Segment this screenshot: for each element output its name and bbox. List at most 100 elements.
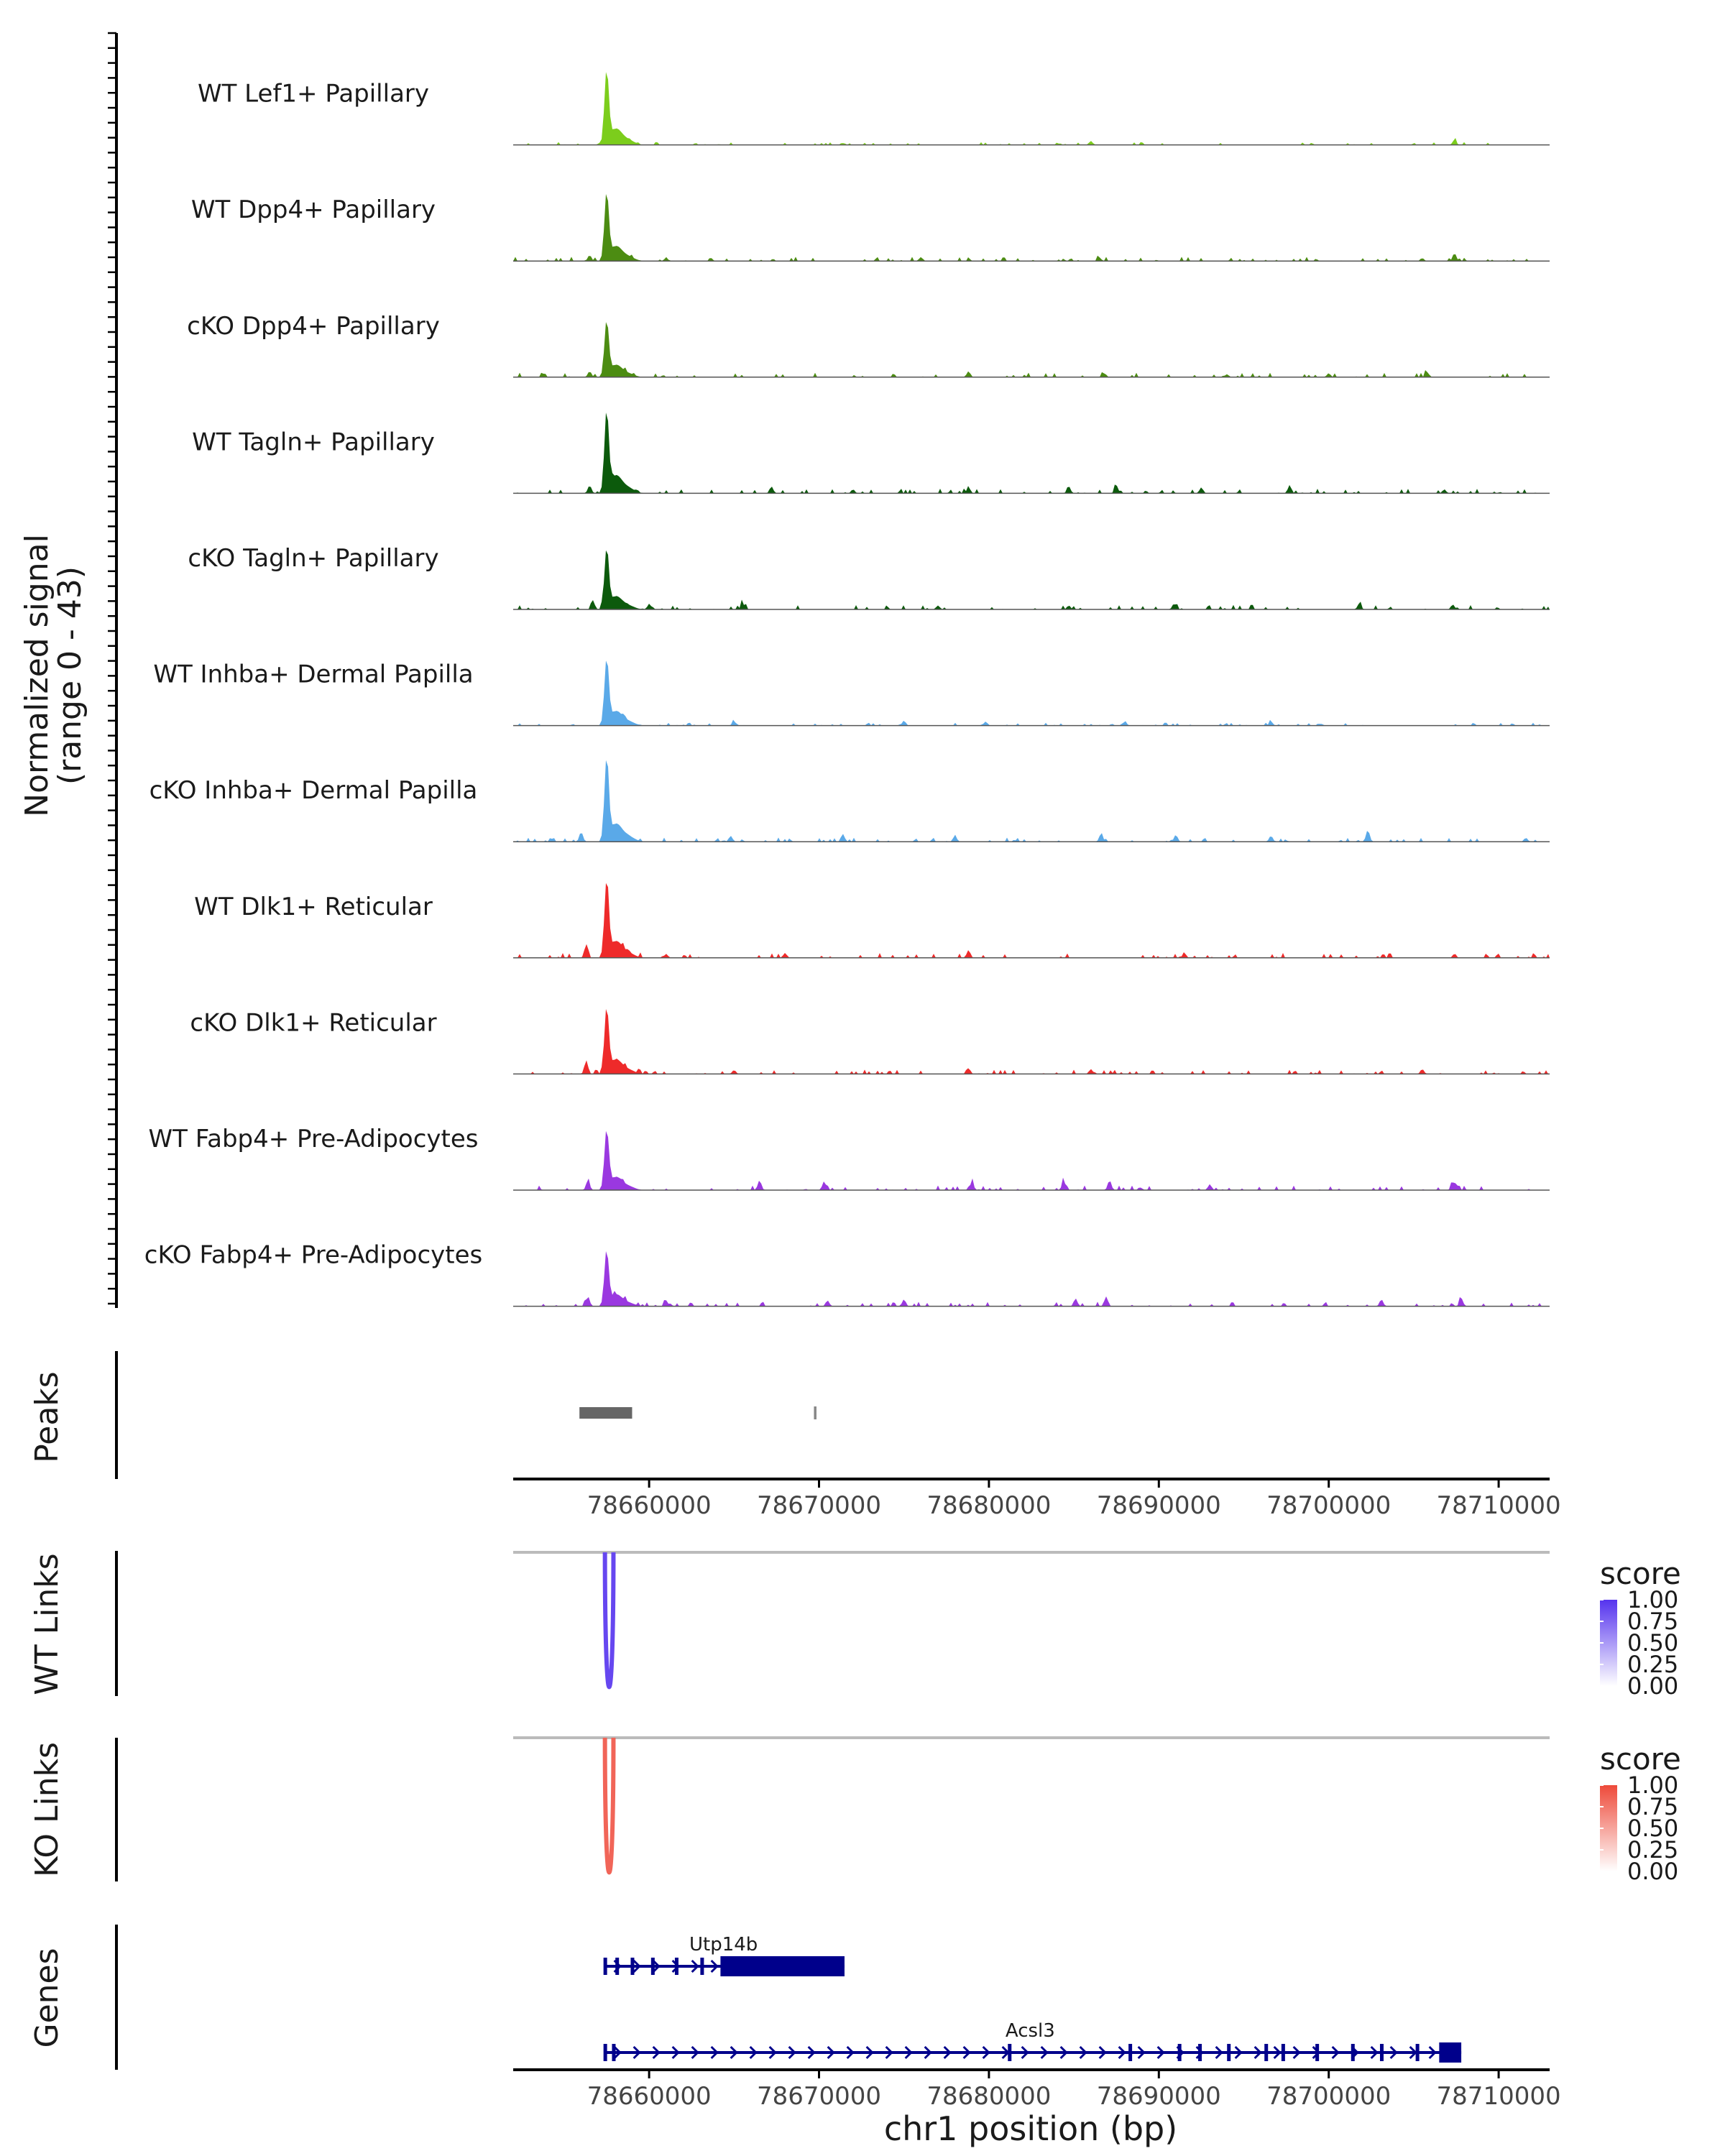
axis-tick-label: 78700000 <box>1266 2082 1391 2111</box>
peaks-panel-label: Peaks <box>29 1371 65 1462</box>
gene-exon <box>674 1958 678 1975</box>
strand-arrow <box>1040 2045 1049 2060</box>
strand-arrow <box>846 2045 855 2060</box>
gene-exon <box>630 1958 635 1975</box>
coverage-track: WT Tagln+ Papillary <box>192 413 1550 494</box>
track-label: cKO Inhba+ Dermal Papilla <box>150 776 478 805</box>
gene-exon <box>1351 2044 1355 2061</box>
gene-exon <box>1281 2044 1285 2061</box>
gene-exon <box>1315 2044 1320 2061</box>
peak-interval <box>814 1406 816 1419</box>
strand-arrow <box>1079 2045 1087 2060</box>
legend-value: 0.75 <box>1627 1793 1678 1820</box>
coverage-ylabel-line1: Normalized signal <box>19 534 55 817</box>
coverage-area <box>513 72 1550 145</box>
strand-arrow <box>710 2045 719 2060</box>
strand-arrow <box>632 1959 641 1973</box>
track-label: WT Tagln+ Papillary <box>192 428 435 456</box>
strand-arrow <box>1273 2045 1282 2060</box>
axis-tick-label: 78660000 <box>587 1491 712 1520</box>
strand-arrow <box>632 2045 641 2060</box>
axis-tick-label: 78710000 <box>1437 2082 1561 2111</box>
axis-tick-label: 78700000 <box>1266 1491 1391 1520</box>
strand-arrow <box>1234 2045 1243 2060</box>
gene-exon <box>1128 2044 1133 2061</box>
strand-arrow <box>807 2045 816 2060</box>
coverage-track: cKO Tagln+ Papillary <box>188 544 1550 610</box>
gene-coding-block <box>720 1956 845 1976</box>
strand-arrow <box>1389 2045 1398 2060</box>
axis-tick-label: 78670000 <box>757 2082 881 2111</box>
legend-value: 0.50 <box>1627 1815 1678 1842</box>
coverage-track: WT Inhba+ Dermal Papilla <box>153 660 1550 727</box>
coverage-track: cKO Inhba+ Dermal Papilla <box>150 760 1550 842</box>
strand-arrow <box>1021 2045 1029 2060</box>
coverage-area <box>513 550 1550 609</box>
strand-arrow <box>865 2045 874 2060</box>
link-arc <box>602 1737 616 1875</box>
track-label: WT Inhba+ Dermal Papilla <box>153 660 473 689</box>
axis-tick-label: 78690000 <box>1097 2082 1221 2111</box>
strand-arrow <box>1331 2045 1340 2060</box>
gene-label: Acsl3 <box>1006 2020 1055 2042</box>
axis-tick-label: 78680000 <box>926 1491 1051 1520</box>
genes-panel-label: Genes <box>29 1948 65 2047</box>
gene-label: Utp14b <box>689 1934 758 1955</box>
peak-interval <box>579 1407 632 1419</box>
gene-model: Utp14b <box>603 1934 845 1976</box>
strand-arrow <box>1098 2045 1107 2060</box>
gene-exon <box>603 2044 607 2061</box>
strand-arrow <box>1118 2045 1126 2060</box>
coverage-area <box>513 760 1550 842</box>
strand-arrow <box>943 2045 952 2060</box>
track-label: cKO Dlk1+ Reticular <box>190 1008 436 1037</box>
strand-arrow <box>924 2045 932 2060</box>
axis-tick-label: 78710000 <box>1437 1491 1561 1520</box>
track-label: WT Dlk1+ Reticular <box>194 893 433 921</box>
gene-exon <box>1227 2044 1231 2061</box>
strand-arrow <box>904 2045 913 2060</box>
strand-arrow <box>1428 2045 1437 2060</box>
strand-arrow <box>827 2045 835 2060</box>
genomic-axis-bottom: 78660000 78670000 78680000 78690000 78700000… <box>513 2068 1561 2111</box>
legend-value: 1.00 <box>1627 1586 1678 1613</box>
coverage-tracks: WT Lef1+ Papillary WT Dpp4+ Papillary cKO … <box>144 72 1550 1307</box>
gene-exon <box>603 1958 607 1975</box>
strand-arrow <box>1137 2045 1146 2060</box>
strand-arrow <box>788 2045 796 2060</box>
strand-arrow <box>730 2045 738 2060</box>
strand-arrow <box>885 2045 893 2060</box>
strand-arrow <box>1156 2045 1165 2060</box>
coverage-ylabel-line2: (range 0 - 43) <box>52 566 88 785</box>
coverage-track: cKO Dlk1+ Reticular <box>190 1008 1550 1075</box>
gene-exon <box>612 2044 616 2061</box>
gene-exon <box>1177 2044 1182 2061</box>
coverage-area <box>513 194 1550 262</box>
coverage-track: WT Fabp4+ Pre-Adipocytes <box>149 1125 1550 1191</box>
strand-arrow <box>982 2045 990 2060</box>
strand-arrow <box>671 2045 680 2060</box>
legend-value: 0.25 <box>1627 1836 1678 1864</box>
ko-links-panel-label: KO Links <box>29 1742 65 1877</box>
wt-links-track <box>513 1551 1550 1690</box>
strand-arrow <box>1370 2045 1379 2060</box>
strand-arrow <box>768 2045 777 2060</box>
wt-links-panel-label: WT Links <box>29 1553 65 1695</box>
coverage-track: cKO Fabp4+ Pre-Adipocytes <box>144 1241 1550 1307</box>
coverage-area <box>513 322 1550 377</box>
coverage-area <box>513 660 1550 726</box>
gene-exon <box>615 1958 620 1975</box>
coverage-area <box>513 1009 1550 1074</box>
track-label: WT Lef1+ Papillary <box>198 80 429 109</box>
track-label: WT Fabp4+ Pre-Adipocytes <box>149 1125 479 1153</box>
strand-arrow <box>1292 2045 1301 2060</box>
legend-value: 0.75 <box>1627 1608 1678 1635</box>
strand-arrow <box>652 2045 661 2060</box>
gene-exon <box>650 1958 655 1975</box>
coverage-area <box>513 1130 1550 1190</box>
track-label: cKO Dpp4+ Papillary <box>187 312 440 341</box>
coverage-track: WT Dlk1+ Reticular <box>194 883 1550 959</box>
